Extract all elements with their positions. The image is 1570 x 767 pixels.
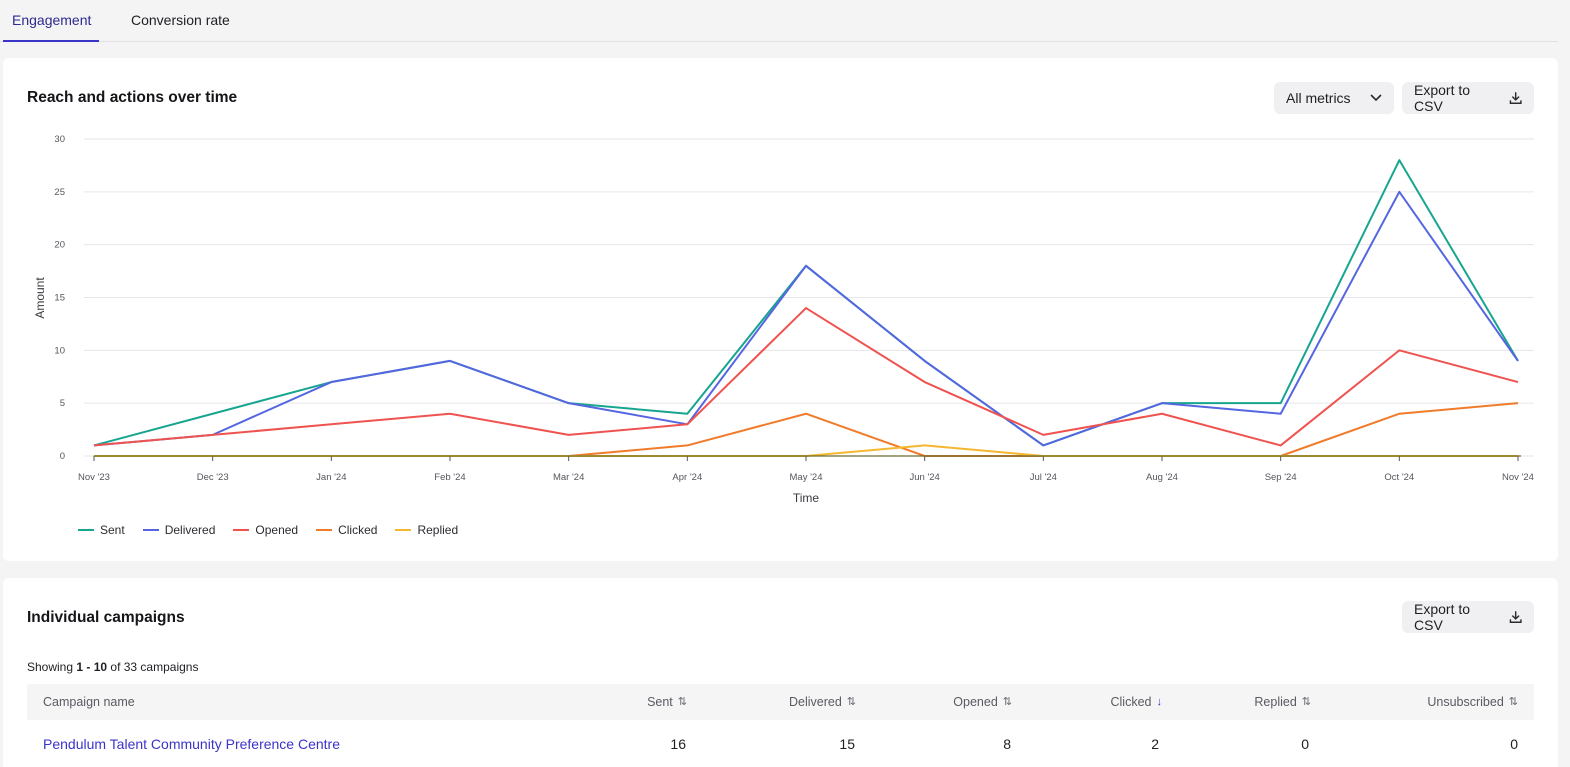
legend-swatch xyxy=(78,529,94,531)
sort-icon[interactable]: ⇅ xyxy=(677,696,687,708)
tab-conversion-rate[interactable]: Conversion rate xyxy=(131,12,230,28)
legend-swatch xyxy=(142,529,159,531)
sort-icon[interactable]: ⇅ xyxy=(846,696,856,708)
sort-icon[interactable]: ⇅ xyxy=(1508,696,1518,708)
showing-range: 1 - 10 xyxy=(76,660,108,674)
column-delivered[interactable]: Delivered ⇅ xyxy=(789,684,856,720)
column-replied[interactable]: Replied ⇅ xyxy=(1254,684,1311,720)
table-row: Pendulum Talent Community Preference Cen… xyxy=(27,720,1534,767)
legend-label: Clicked xyxy=(338,523,378,537)
campaigns-export-label: Export to CSV xyxy=(1414,601,1471,633)
metrics-select-value: All metrics xyxy=(1286,90,1351,106)
cell-delivered: 15 xyxy=(839,736,855,752)
x-tick-label: Dec '23 xyxy=(197,472,229,483)
line-chart: 0 5 10 15 20 25 30 Nov '23 Dec '23 Jan '24 Feb '24… xyxy=(33,134,1534,505)
y-tick-label: 25 xyxy=(54,187,65,198)
metrics-select[interactable]: All metrics xyxy=(1274,82,1394,114)
x-tick-label: Mar '24 xyxy=(553,472,584,483)
series-line-opened xyxy=(93,307,1519,447)
legend-label: Replied xyxy=(417,523,459,537)
column-sent[interactable]: Sent ⇅ xyxy=(647,684,687,720)
x-tick-label: Feb '24 xyxy=(434,472,465,483)
column-campaign-name: Campaign name xyxy=(43,695,135,709)
x-tick-label: Jun '24 xyxy=(909,472,939,483)
cell-unsubscribed: 0 xyxy=(1510,736,1518,752)
showing-prefix: Showing xyxy=(27,660,77,674)
chart-card: Reach and actions over time All metrics … xyxy=(3,58,1558,561)
chevron-down-icon xyxy=(1370,94,1382,102)
campaigns-title: Individual campaigns xyxy=(27,609,185,626)
tab-engagement[interactable]: Engagement xyxy=(0,0,99,42)
table-header: Campaign name Sent ⇅ Delivered ⇅ Opened ⇅ C… xyxy=(27,684,1534,720)
column-opened[interactable]: Opened ⇅ xyxy=(953,684,1012,720)
y-tick-label: 30 xyxy=(54,134,65,145)
y-tick-label: 20 xyxy=(54,240,65,251)
sort-icon[interactable]: ⇅ xyxy=(1002,696,1012,708)
showing-suffix: of 33 campaigns xyxy=(107,660,199,674)
x-tick-label: Jan '24 xyxy=(316,472,346,483)
column-clicked[interactable]: Clicked ↓ xyxy=(1111,684,1163,720)
legend-item-opened[interactable]: Opened xyxy=(233,523,298,537)
legend-swatch xyxy=(316,529,333,531)
cell-sent: 16 xyxy=(670,736,686,752)
cell-opened: 8 xyxy=(1003,736,1011,752)
legend-swatch xyxy=(395,529,412,531)
legend-item-replied[interactable]: Replied xyxy=(395,523,458,537)
y-axis-label: Amount xyxy=(33,277,47,319)
pagination-summary: Showing 1 - 10 of 33 campaigns xyxy=(27,660,198,674)
legend-item-clicked[interactable]: Clicked xyxy=(316,523,377,537)
x-tick-label: Aug '24 xyxy=(1146,472,1178,483)
cell-replied: 0 xyxy=(1301,736,1309,752)
y-tick-label: 5 xyxy=(60,398,65,409)
y-tick-label: 10 xyxy=(54,345,65,356)
column-unsubscribed[interactable]: Unsubscribed ⇅ xyxy=(1427,684,1518,720)
x-tick-label: Jul '24 xyxy=(1030,472,1057,483)
series-line-sent xyxy=(93,159,1519,447)
legend-item-sent[interactable]: Sent xyxy=(78,523,125,537)
sort-icon[interactable]: ⇅ xyxy=(1301,696,1311,708)
chart-export-button[interactable]: Export to CSV xyxy=(1402,82,1534,114)
chart-legend: Sent Delivered Opened Clicked Replied xyxy=(78,523,476,537)
legend-label: Opened xyxy=(255,523,299,537)
x-tick-label: May '24 xyxy=(790,472,823,483)
y-tick-label: 0 xyxy=(60,451,65,462)
cell-clicked: 2 xyxy=(1151,736,1159,752)
legend-item-delivered[interactable]: Delivered xyxy=(142,523,216,537)
x-tick-label: Nov '24 xyxy=(1502,472,1534,483)
y-tick-label: 15 xyxy=(54,293,65,304)
sort-desc-icon[interactable]: ↓ xyxy=(1156,696,1163,708)
legend-label: Delivered xyxy=(164,523,216,537)
series-line-delivered xyxy=(93,190,1519,447)
chart-title: Reach and actions over time xyxy=(27,89,238,106)
campaign-name-link[interactable]: Pendulum Talent Community Preference Cen… xyxy=(43,736,341,752)
download-icon xyxy=(1509,92,1522,104)
tab-bar: Engagement Conversion rate xyxy=(0,0,1558,42)
series-line-clicked xyxy=(94,402,1519,457)
x-tick-label: Nov '23 xyxy=(78,472,110,483)
campaigns-card: Individual campaigns Export to CSV Showi… xyxy=(3,578,1558,767)
legend-swatch xyxy=(233,529,250,531)
x-tick-label: Oct '24 xyxy=(1384,472,1414,483)
x-axis-label: Time xyxy=(793,491,820,505)
chart-export-label: Export to CSV xyxy=(1414,82,1471,114)
x-tick-label: Apr '24 xyxy=(672,472,702,483)
legend-label: Sent xyxy=(100,523,125,537)
download-icon xyxy=(1509,611,1522,623)
x-tick-label: Sep '24 xyxy=(1265,472,1297,483)
campaigns-export-button[interactable]: Export to CSV xyxy=(1402,601,1534,633)
